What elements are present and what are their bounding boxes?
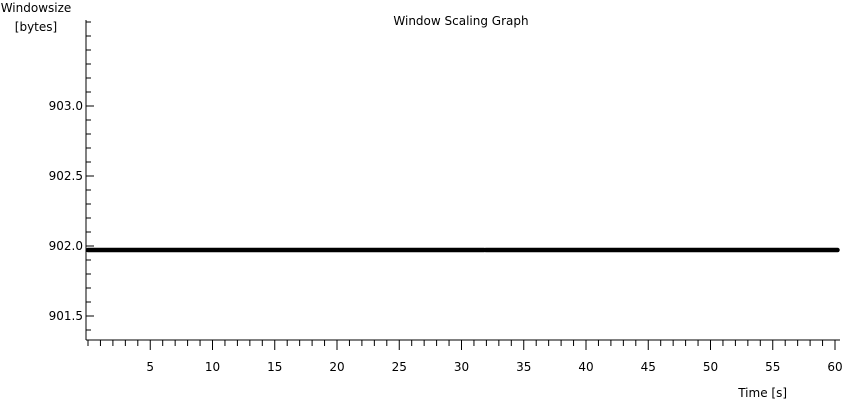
x-tick-label: 40 <box>578 360 593 374</box>
y-tick-label: 903.0 <box>49 99 83 113</box>
y-axis-label-line2: [bytes] <box>15 20 57 34</box>
x-tick-label: 50 <box>703 360 718 374</box>
x-tick-label: 10 <box>205 360 220 374</box>
x-tick-label: 5 <box>146 360 154 374</box>
x-tick-label: 45 <box>641 360 656 374</box>
x-tick-label: 20 <box>329 360 344 374</box>
x-tick-label: 30 <box>454 360 469 374</box>
y-axis-label-line1: Windowsize <box>1 1 72 15</box>
x-tick-label: 25 <box>392 360 407 374</box>
y-axis-ticks: 901.5 902.0 902.5 903.0 <box>49 21 94 331</box>
y-tick-label: 902.0 <box>49 239 83 253</box>
x-tick-label: 55 <box>765 360 780 374</box>
x-tick-label: 60 <box>827 360 842 374</box>
x-axis-ticks: 5 10 15 20 25 30 35 40 45 50 55 60 <box>87 340 843 374</box>
y-tick-label: 902.5 <box>49 169 83 183</box>
chart-title: Window Scaling Graph <box>393 14 528 28</box>
x-tick-label: 35 <box>516 360 531 374</box>
x-axis-label: Time [s] <box>737 386 787 400</box>
x-tick-label: 15 <box>267 360 282 374</box>
y-tick-label: 901.5 <box>49 309 83 323</box>
